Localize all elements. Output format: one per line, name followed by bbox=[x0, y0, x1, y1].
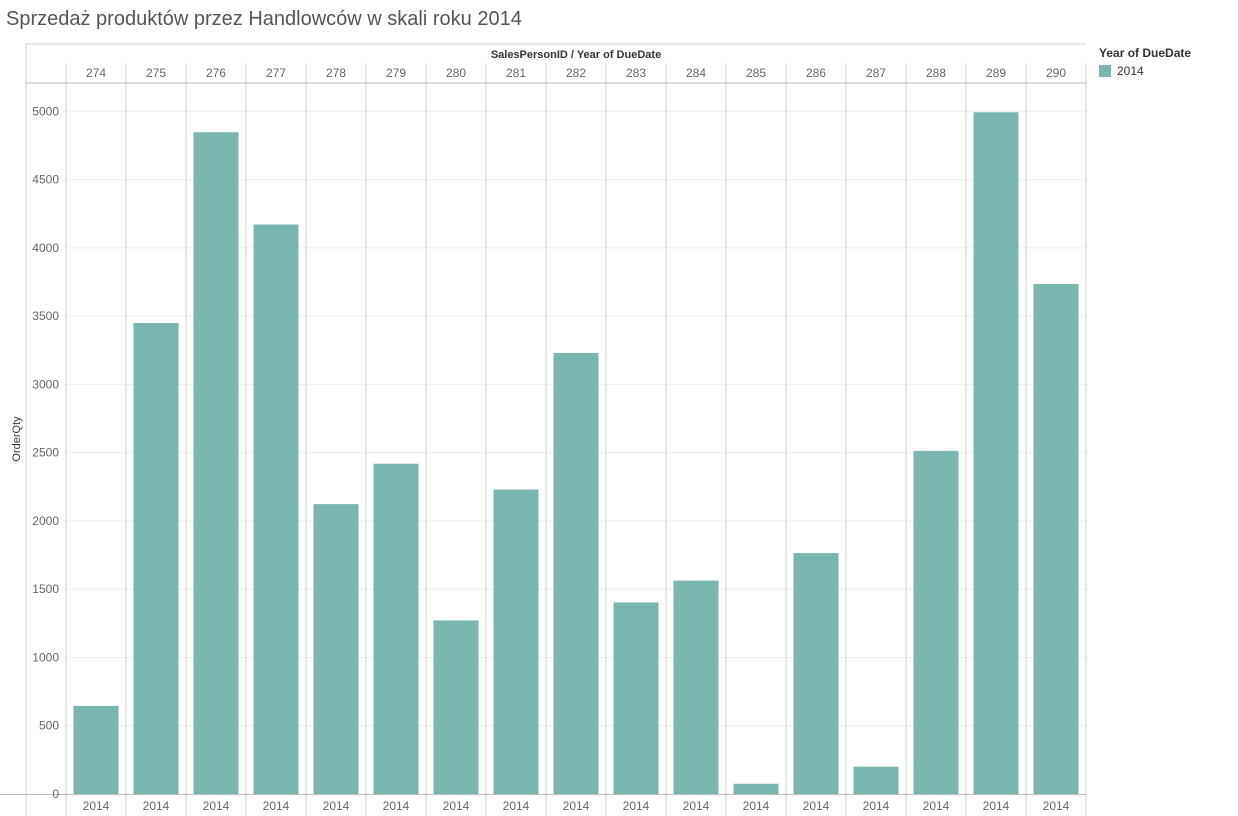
bar-278 bbox=[313, 504, 359, 794]
y-tick-label: 4000 bbox=[32, 241, 59, 255]
category-label: 290 bbox=[1046, 66, 1066, 80]
y-tick-label: 5000 bbox=[32, 104, 59, 118]
bar-283 bbox=[613, 602, 659, 794]
bar-290 bbox=[1033, 284, 1079, 794]
sub-category-label: 2014 bbox=[1043, 799, 1070, 813]
y-tick-label: 3000 bbox=[32, 377, 59, 391]
y-tick-label: 1000 bbox=[32, 650, 59, 664]
sub-category-label: 2014 bbox=[263, 799, 290, 813]
legend-item-2014[interactable]: 2014 bbox=[1099, 64, 1191, 78]
category-label: 283 bbox=[626, 66, 646, 80]
y-tick-label: 0 bbox=[52, 787, 59, 801]
y-tick-label: 500 bbox=[39, 719, 59, 733]
bar-281 bbox=[493, 489, 539, 794]
y-tick-label: 2500 bbox=[32, 446, 59, 460]
y-tick-label: 1500 bbox=[32, 582, 59, 596]
bar-288 bbox=[913, 450, 959, 794]
bar-280 bbox=[433, 620, 479, 794]
category-label: 286 bbox=[806, 66, 826, 80]
bar-285 bbox=[733, 783, 779, 794]
bar-287 bbox=[853, 766, 899, 794]
legend: Year of DueDate 2014 bbox=[1099, 46, 1191, 78]
sub-category-label: 2014 bbox=[743, 799, 770, 813]
y-axis-label: OrderQty bbox=[11, 416, 23, 462]
bar-276 bbox=[193, 132, 239, 795]
category-label: 288 bbox=[926, 66, 946, 80]
sub-category-label: 2014 bbox=[443, 799, 470, 813]
sub-category-label: 2014 bbox=[803, 799, 830, 813]
category-label: 278 bbox=[326, 66, 346, 80]
y-tick-label: 3500 bbox=[32, 309, 59, 323]
category-label: 274 bbox=[86, 66, 106, 80]
y-tick-label: 2000 bbox=[32, 514, 59, 528]
bar-275 bbox=[133, 323, 179, 794]
category-label: 282 bbox=[566, 66, 586, 80]
bar-286 bbox=[793, 553, 839, 794]
sub-category-label: 2014 bbox=[563, 799, 590, 813]
category-label: 289 bbox=[986, 66, 1006, 80]
sub-category-label: 2014 bbox=[623, 799, 650, 813]
sub-category-label: 2014 bbox=[83, 799, 110, 813]
bar-277 bbox=[253, 224, 299, 795]
sub-category-label: 2014 bbox=[923, 799, 950, 813]
category-label: 276 bbox=[206, 66, 226, 80]
legend-swatch bbox=[1099, 65, 1111, 77]
sub-category-label: 2014 bbox=[203, 799, 230, 813]
category-label: 287 bbox=[866, 66, 886, 80]
category-label: 280 bbox=[446, 66, 466, 80]
sub-category-label: 2014 bbox=[983, 799, 1010, 813]
sub-category-label: 2014 bbox=[383, 799, 410, 813]
bar-279 bbox=[373, 463, 419, 794]
bar-289 bbox=[973, 112, 1019, 795]
legend-title: Year of DueDate bbox=[1099, 46, 1192, 60]
category-label: 281 bbox=[506, 66, 526, 80]
category-label: 279 bbox=[386, 66, 406, 80]
bar-284 bbox=[673, 580, 719, 794]
sub-category-label: 2014 bbox=[143, 799, 170, 813]
category-label: 277 bbox=[266, 66, 286, 80]
bar-274 bbox=[73, 705, 119, 794]
category-label: 275 bbox=[146, 66, 166, 80]
category-label: 284 bbox=[686, 66, 706, 80]
sub-category-label: 2014 bbox=[503, 799, 530, 813]
sub-category-label: 2014 bbox=[683, 799, 710, 813]
y-tick-label: 4500 bbox=[32, 173, 59, 187]
bar-chart: SalesPersonID / Year of DueDate 0 500 1000 1… bbox=[0, 43, 1087, 816]
sub-category-label: 2014 bbox=[323, 799, 350, 813]
category-label: 285 bbox=[746, 66, 766, 80]
header-label: SalesPersonID / Year of DueDate bbox=[491, 49, 661, 61]
legend-item-label: 2014 bbox=[1117, 64, 1144, 78]
sub-category-label: 2014 bbox=[863, 799, 890, 813]
chart-title: Sprzedaż produktów przez Handlowców w sk… bbox=[6, 8, 522, 30]
bar-282 bbox=[553, 352, 599, 794]
